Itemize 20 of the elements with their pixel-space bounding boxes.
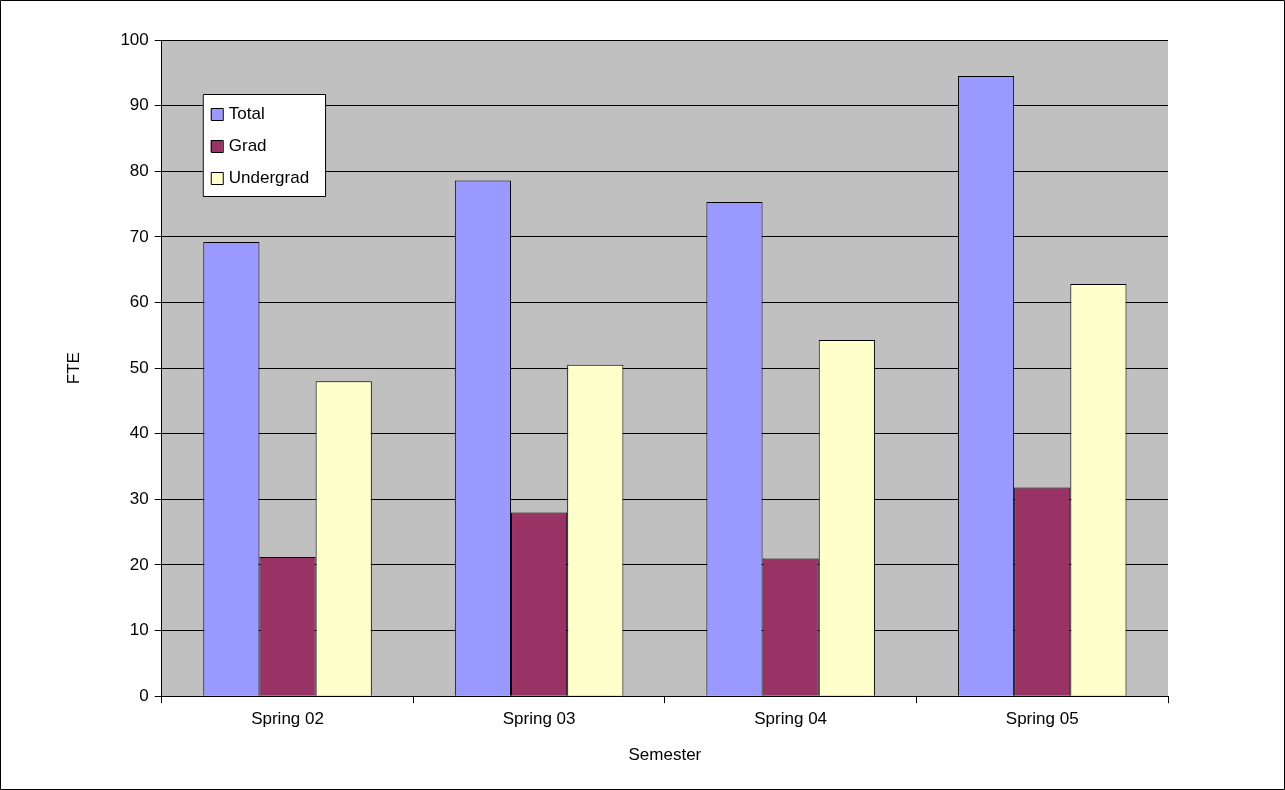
y-tick-label: 80	[129, 160, 149, 180]
x-axis-title: Semester	[628, 745, 702, 765]
y-tick-label: 90	[129, 95, 149, 115]
y-tick-label: 40	[129, 423, 149, 443]
y-tick-label: 10	[129, 620, 149, 640]
y-axis-title: FTE	[63, 352, 83, 385]
legend-label: Grad	[228, 135, 267, 155]
legend-label: Undergrad	[228, 167, 310, 187]
x-tick-label: Spring 02	[251, 709, 324, 729]
x-tick-label: Spring 05	[1005, 709, 1079, 729]
y-tick-label: 60	[129, 292, 149, 312]
y-tick-label: 30	[129, 489, 149, 509]
x-tick-label: Spring 04	[754, 709, 828, 729]
y-tick-label: 0	[139, 685, 149, 705]
legend-label: Total	[228, 103, 265, 123]
y-tick-label: 50	[129, 357, 149, 377]
y-tick-label: 100	[120, 29, 149, 49]
x-tick-label: Spring 03	[502, 709, 576, 729]
y-tick-label: 70	[129, 226, 149, 246]
y-tick-label: 20	[129, 554, 149, 574]
